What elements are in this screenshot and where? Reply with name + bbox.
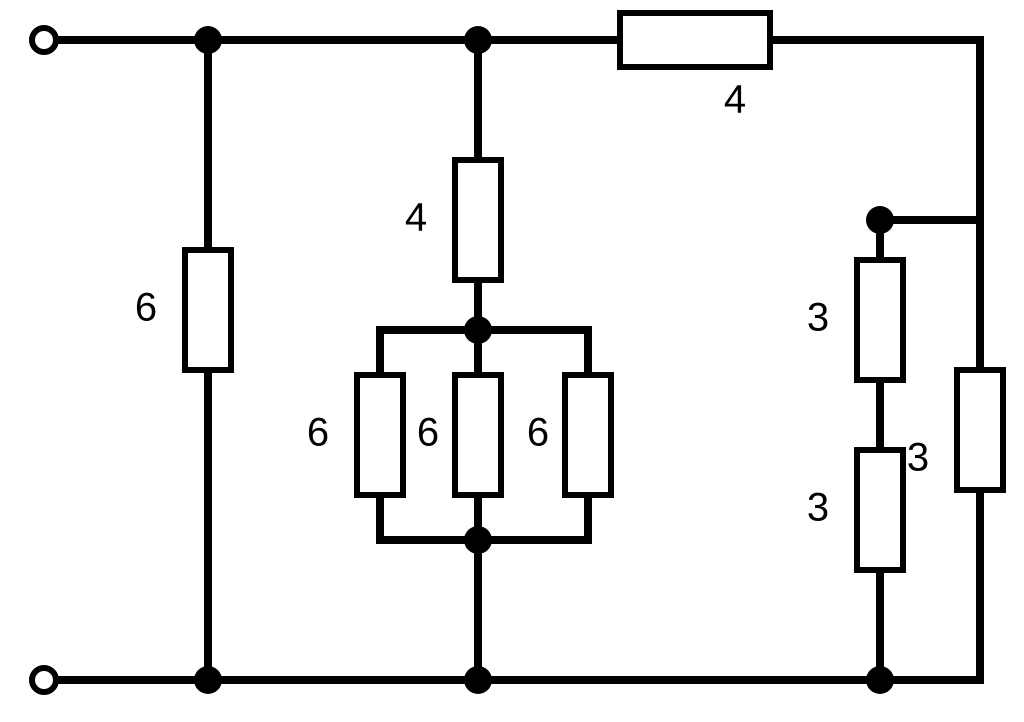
terminal-in_bot xyxy=(32,668,56,692)
resistor-r_top_4: 4 xyxy=(620,13,770,122)
resistor-r_left_6: 6 xyxy=(135,250,231,370)
resistor-box xyxy=(957,370,1003,490)
resistor-box xyxy=(620,13,770,67)
resistor-label: 3 xyxy=(807,296,829,340)
resistor-r_r3a: 3 xyxy=(807,260,903,380)
resistor-box xyxy=(857,450,903,570)
junction-n_bot_r xyxy=(866,666,894,694)
junction-n_mid_c xyxy=(464,316,492,344)
junction-n_rmid xyxy=(866,206,894,234)
resistor-label: 6 xyxy=(135,286,157,330)
junction-n_top_b xyxy=(464,26,492,54)
resistor-box xyxy=(857,260,903,380)
wire-20 xyxy=(880,40,980,220)
resistor-box xyxy=(455,375,501,495)
resistor-label: 4 xyxy=(724,78,746,122)
terminal-in_top xyxy=(32,28,56,52)
junction-n_top_a xyxy=(194,26,222,54)
resistor-r_r3c: 3 xyxy=(907,370,1003,490)
resistor-label: 6 xyxy=(527,411,549,455)
resistor-r_p6b: 6 xyxy=(417,375,501,495)
resistor-box xyxy=(357,375,403,495)
resistors-layer: 4 6 4 6 6 6 3 3 3 xyxy=(135,13,1003,570)
resistor-box xyxy=(185,250,231,370)
resistor-label: 4 xyxy=(405,196,427,240)
junction-n_mid_d xyxy=(464,526,492,554)
resistor-label: 3 xyxy=(807,486,829,530)
resistor-label: 6 xyxy=(307,411,329,455)
junctions-layer xyxy=(194,26,894,694)
resistor-r_p6c: 6 xyxy=(527,375,611,495)
resistor-label: 3 xyxy=(907,436,929,480)
resistor-r_p6a: 6 xyxy=(307,375,403,495)
terminals-layer xyxy=(32,28,56,692)
resistor-label: 6 xyxy=(417,411,439,455)
resistor-r_r3b: 3 xyxy=(807,450,903,570)
resistor-box xyxy=(455,160,501,280)
junction-n_bot_a xyxy=(194,666,222,694)
resistor-r_mid_4: 4 xyxy=(405,160,501,280)
resistor-box xyxy=(565,375,611,495)
junction-n_bot_b xyxy=(464,666,492,694)
